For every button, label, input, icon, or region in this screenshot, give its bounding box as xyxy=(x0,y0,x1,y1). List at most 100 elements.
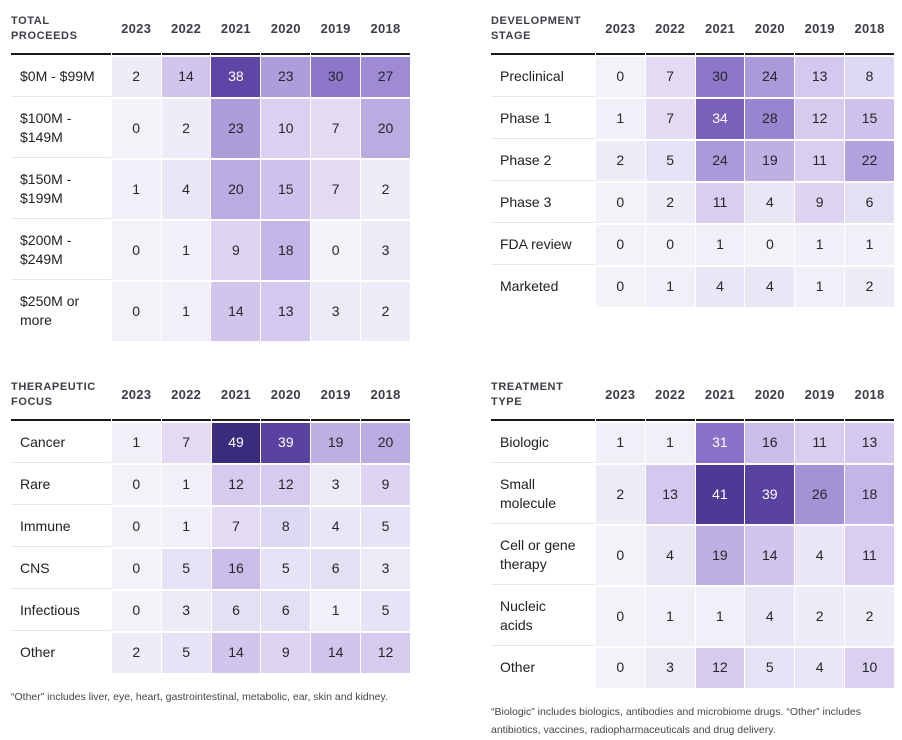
heat-cell: 0 xyxy=(595,266,645,307)
heat-cell: 0 xyxy=(111,220,161,280)
table-row: Other 0 3 12 5 4 10 xyxy=(491,647,894,688)
year-column-header: 2018 xyxy=(361,8,410,55)
heat-cell: 11 xyxy=(695,182,745,223)
heat-cell: 15 xyxy=(845,98,894,139)
heat-cell: 1 xyxy=(795,266,845,307)
header-row: THERAPEUTIC FOCUS 2023 2022 2021 2020 20… xyxy=(11,374,410,421)
heat-cell: 3 xyxy=(161,590,211,631)
heat-cell: 4 xyxy=(745,266,795,307)
heat-cell: 1 xyxy=(161,220,211,280)
heat-cell: 0 xyxy=(595,647,645,688)
row-label: Cell or gene therapy xyxy=(491,526,595,585)
heat-cell: 14 xyxy=(211,632,261,673)
year-column-header: 2023 xyxy=(111,374,161,421)
treatment-footnote: “Biologic” includes biologics, antibodie… xyxy=(491,705,862,737)
heat-cell: 1 xyxy=(161,506,211,547)
heat-cell: 1 xyxy=(595,98,645,139)
table-row: Cell or gene therapy 0 4 19 14 4 11 xyxy=(491,525,894,585)
heat-cell: 0 xyxy=(111,590,161,631)
heat-cell: 8 xyxy=(261,506,311,547)
row-label: Preclinical xyxy=(491,57,595,97)
heat-cell: 2 xyxy=(845,266,894,307)
row-label: Phase 3 xyxy=(491,183,595,223)
header-row: TREATMENT TYPE 2023 2022 2021 2020 2019 … xyxy=(491,374,894,421)
year-column-header: 2020 xyxy=(745,374,795,421)
heat-cell: 12 xyxy=(211,464,261,505)
heat-cell: 14 xyxy=(311,632,361,673)
heat-cell: 5 xyxy=(645,140,695,181)
heat-cell: 4 xyxy=(745,182,795,223)
year-column-header: 2022 xyxy=(161,374,211,421)
heat-cell: 28 xyxy=(745,98,795,139)
heat-cell: 9 xyxy=(795,182,845,223)
table-title: THERAPEUTIC FOCUS xyxy=(11,374,111,421)
table-title: DEVELOPMENT STAGE xyxy=(491,8,595,55)
heat-cell: 9 xyxy=(361,464,410,505)
heat-cell: 13 xyxy=(795,56,845,97)
row-label: Phase 1 xyxy=(491,99,595,139)
heat-cell: 1 xyxy=(311,590,361,631)
heat-cell: 18 xyxy=(261,220,311,280)
heat-cell: 0 xyxy=(595,224,645,265)
year-column-header: 2023 xyxy=(595,374,645,421)
heat-cell: 11 xyxy=(845,525,894,585)
table-row: Biologic 1 1 31 16 11 13 xyxy=(491,422,894,463)
therapeutic-focus-heatmap: THERAPEUTIC FOCUS 2023 2022 2021 2020 20… xyxy=(10,372,411,675)
table-row: $100M - $149M 0 2 23 10 7 20 xyxy=(11,98,410,158)
heat-cell: 0 xyxy=(311,220,361,280)
heat-cell: 1 xyxy=(645,266,695,307)
development-stage-heatmap: DEVELOPMENT STAGE 2023 2022 2021 2020 20… xyxy=(490,6,895,309)
heat-cell: 6 xyxy=(261,590,311,631)
table-row: $150M - $199M 1 4 20 15 7 2 xyxy=(11,159,410,219)
heat-cell: 4 xyxy=(695,266,745,307)
heat-cell: 4 xyxy=(311,506,361,547)
table-title: TREATMENT TYPE xyxy=(491,374,595,421)
heat-cell: 3 xyxy=(361,220,410,280)
heat-cell: 41 xyxy=(695,464,745,524)
heat-cell: 2 xyxy=(595,464,645,524)
heat-cell: 0 xyxy=(111,98,161,158)
heat-cell: 7 xyxy=(161,422,211,463)
heat-cell: 2 xyxy=(111,632,161,673)
table-row: Small molecule 2 13 41 39 26 18 xyxy=(491,464,894,524)
table-row: $200M - $249M 0 1 9 18 0 3 xyxy=(11,220,410,280)
heat-cell: 1 xyxy=(595,422,645,463)
heat-cell: 4 xyxy=(795,525,845,585)
row-label: Infectious xyxy=(11,591,111,631)
heat-cell: 5 xyxy=(261,548,311,589)
year-column-header: 2020 xyxy=(261,374,311,421)
year-column-header: 2022 xyxy=(161,8,211,55)
row-label: Cancer xyxy=(11,423,111,463)
year-column-header: 2021 xyxy=(695,8,745,55)
heat-cell: 23 xyxy=(261,56,311,97)
table-row: Marketed 0 1 4 4 1 2 xyxy=(491,266,894,307)
therapeutic-focus-section: THERAPEUTIC FOCUS 2023 2022 2021 2020 20… xyxy=(10,372,411,740)
year-column-header: 2018 xyxy=(361,374,410,421)
heat-cell: 3 xyxy=(311,464,361,505)
treatment-type-heatmap: TREATMENT TYPE 2023 2022 2021 2020 2019 … xyxy=(490,372,895,690)
heat-cell: 0 xyxy=(111,464,161,505)
row-label: Immune xyxy=(11,507,111,547)
heat-cell: 18 xyxy=(845,464,894,524)
table-row: Immune 0 1 7 8 4 5 xyxy=(11,506,410,547)
table-row: Phase 2 2 5 24 19 11 22 xyxy=(491,140,894,181)
heat-cell: 1 xyxy=(645,586,695,646)
table-row: Rare 0 1 12 12 3 9 xyxy=(11,464,410,505)
year-column-header: 2019 xyxy=(311,8,361,55)
year-column-header: 2018 xyxy=(845,8,894,55)
table-row: Phase 3 0 2 11 4 9 6 xyxy=(491,182,894,223)
heat-cell: 12 xyxy=(361,632,410,673)
heat-cell: 2 xyxy=(361,159,410,219)
row-label: $0M - $99M xyxy=(11,57,111,97)
table-row: FDA review 0 0 1 0 1 1 xyxy=(491,224,894,265)
row-label: Small molecule xyxy=(491,465,595,524)
total-proceeds-section: TOTAL PROCEEDS 2023 2022 2021 2020 2019 … xyxy=(10,6,411,372)
heat-cell: 10 xyxy=(261,98,311,158)
heat-cell: 4 xyxy=(161,159,211,219)
heat-cell: 14 xyxy=(211,281,261,341)
heat-cell: 4 xyxy=(645,525,695,585)
heat-cell: 7 xyxy=(311,159,361,219)
heat-cell: 5 xyxy=(161,632,211,673)
table-row: $250M or more 0 1 14 13 3 2 xyxy=(11,281,410,341)
